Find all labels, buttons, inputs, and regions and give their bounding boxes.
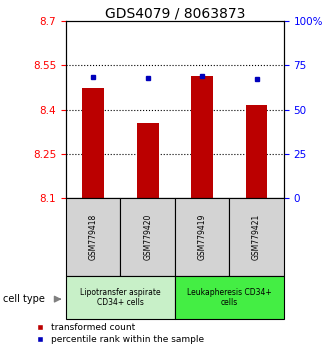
Bar — [66, 198, 120, 276]
Text: GSM779418: GSM779418 — [89, 214, 98, 260]
Bar — [137, 123, 158, 198]
Bar — [175, 276, 284, 319]
Bar — [246, 105, 267, 198]
Bar — [120, 198, 175, 276]
Text: Leukapheresis CD34+
cells: Leukapheresis CD34+ cells — [187, 288, 272, 307]
Title: GDS4079 / 8063873: GDS4079 / 8063873 — [105, 6, 245, 20]
Text: cell type: cell type — [3, 294, 45, 304]
Bar — [191, 76, 213, 198]
Bar — [175, 198, 229, 276]
Text: GSM779421: GSM779421 — [252, 214, 261, 260]
Text: GSM779419: GSM779419 — [198, 214, 207, 261]
Bar — [229, 198, 284, 276]
Text: Lipotransfer aspirate
CD34+ cells: Lipotransfer aspirate CD34+ cells — [80, 288, 161, 307]
Bar — [66, 276, 175, 319]
Legend: transformed count, percentile rank within the sample: transformed count, percentile rank withi… — [36, 323, 204, 344]
Text: GSM779420: GSM779420 — [143, 214, 152, 261]
Bar — [82, 88, 104, 198]
